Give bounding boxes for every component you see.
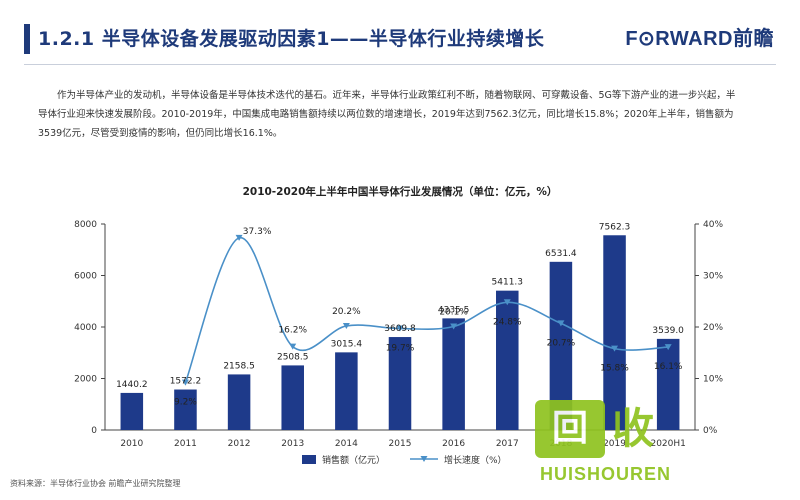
watermark-logo-glyph: 收 <box>612 404 655 453</box>
brand-logo: F⊙RWARD前瞻 <box>625 28 774 50</box>
growth-point <box>396 325 404 332</box>
x-tick-label: 2013 <box>281 439 304 449</box>
bar-value-label: 7562.3 <box>599 222 631 232</box>
growth-value-label: 16.2% <box>278 326 307 336</box>
growth-point <box>235 234 243 241</box>
bar <box>388 337 412 430</box>
bar-value-label: 3015.4 <box>331 339 363 349</box>
growth-value-label: 20.2% <box>332 307 361 317</box>
x-tick-label: 2010 <box>120 439 143 449</box>
page-title: 1.2.1 半导体设备发展驱动因素1——半导体行业持续增长 <box>38 28 545 50</box>
y-right-tick-label: 40% <box>703 220 723 230</box>
legend-label-line: 增长速度（%） <box>444 454 507 466</box>
growth-point <box>181 379 189 386</box>
y-left-tick-label: 8000 <box>74 220 97 230</box>
bar <box>227 374 251 430</box>
bar-value-label: 6531.4 <box>545 249 577 259</box>
bar <box>281 365 304 430</box>
bar-value-label: 4335.5 <box>438 305 470 315</box>
x-tick-label: 2012 <box>228 439 251 449</box>
y-left-tick-label: 2000 <box>74 375 97 385</box>
bar-value-label: 5411.3 <box>492 278 524 288</box>
legend-marker-line <box>420 456 428 462</box>
y-right-tick-label: 30% <box>703 272 723 282</box>
bar-value-label: 3539.0 <box>652 326 684 336</box>
y-right-tick-label: 20% <box>703 323 723 333</box>
x-tick-label: 2016 <box>442 439 465 449</box>
bar-value-label: 1572.2 <box>170 377 202 387</box>
intro-paragraph: 作为半导体产业的发动机，半导体设备是半导体技术迭代的基石。近年来，半导体行业政策… <box>38 90 736 139</box>
bar-value-label: 2508.5 <box>277 352 309 362</box>
y-right-tick-label: 0% <box>703 426 718 436</box>
growth-value-label: 16.1% <box>654 362 683 372</box>
growth-point <box>664 344 672 351</box>
bar <box>603 235 626 430</box>
growth-value-label: 20.7% <box>547 338 576 348</box>
growth-value-label: 37.3% <box>243 227 272 237</box>
bar-value-label: 1440.2 <box>116 380 148 390</box>
growth-point <box>450 323 458 330</box>
header-accent-bar <box>24 24 30 54</box>
growth-point <box>342 322 350 329</box>
bar-value-label: 2158.5 <box>223 361 255 371</box>
watermark-text: HUISHOUREN <box>540 464 672 484</box>
bar <box>120 392 144 430</box>
header-divider <box>24 64 776 65</box>
bar <box>335 352 358 430</box>
legend-swatch-bar <box>302 455 316 464</box>
growth-value-label: 20.1% <box>439 307 468 317</box>
bar <box>549 261 573 430</box>
x-tick-label: 2020H1 <box>650 439 685 449</box>
y-right-tick-label: 10% <box>703 375 723 385</box>
bar <box>174 389 197 430</box>
growth-point <box>289 343 297 350</box>
x-tick-label: 2011 <box>174 439 197 449</box>
bar <box>442 318 465 430</box>
bar <box>496 290 519 430</box>
chart-title: 2010-2020年上半年中国半导体行业发展情况（单位：亿元，%） <box>242 186 558 198</box>
growth-value-label: 15.8% <box>600 364 629 374</box>
growth-value-label: 24.8% <box>493 317 522 327</box>
growth-value-label: 19.7% <box>386 344 415 354</box>
x-tick-label: 2015 <box>389 439 412 449</box>
source-note: 资料来源：半导体行业协会 前瞻产业研究院整理 <box>10 479 181 488</box>
x-tick-label: 2014 <box>335 439 358 449</box>
legend-label-bar: 销售额（亿元） <box>322 454 385 466</box>
growth-value-label: 9.2% <box>174 398 197 408</box>
growth-point <box>611 345 619 352</box>
bar-value-label: 3609.8 <box>384 324 416 334</box>
watermark-logo-box: 回 <box>535 400 605 458</box>
x-tick-label: 2019 <box>603 439 626 449</box>
bar <box>656 338 680 430</box>
growth-line <box>184 237 669 383</box>
y-left-tick-label: 6000 <box>74 272 97 282</box>
growth-point <box>503 299 511 306</box>
x-tick-label: 2017 <box>496 439 519 449</box>
y-left-tick-label: 4000 <box>74 323 97 333</box>
growth-point <box>557 320 565 327</box>
y-left-tick-label: 0 <box>91 426 97 436</box>
